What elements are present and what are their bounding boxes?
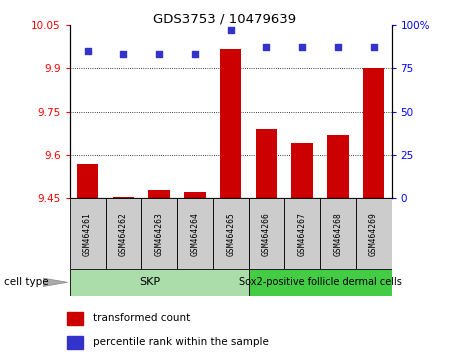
Text: GSM464267: GSM464267 <box>297 212 306 256</box>
Bar <box>320 198 356 269</box>
Bar <box>327 135 349 198</box>
Bar <box>68 312 83 325</box>
Bar <box>77 164 99 198</box>
Bar <box>284 198 320 269</box>
Point <box>263 45 270 50</box>
Text: GDS3753 / 10479639: GDS3753 / 10479639 <box>153 12 297 25</box>
Text: GSM464266: GSM464266 <box>262 212 271 256</box>
Bar <box>356 198 392 269</box>
Text: GSM464263: GSM464263 <box>155 212 164 256</box>
Bar <box>70 269 248 296</box>
Point <box>370 45 377 50</box>
Text: Sox2-positive follicle dermal cells: Sox2-positive follicle dermal cells <box>238 277 401 287</box>
Bar <box>141 198 177 269</box>
Text: GSM464268: GSM464268 <box>333 212 342 256</box>
Bar <box>112 197 134 198</box>
Polygon shape <box>43 278 68 287</box>
Bar <box>105 198 141 269</box>
Text: GSM464262: GSM464262 <box>119 212 128 256</box>
Bar <box>177 198 213 269</box>
Point <box>120 51 127 57</box>
Text: cell type: cell type <box>4 277 49 287</box>
Bar <box>256 129 277 198</box>
Point <box>334 45 342 50</box>
Bar <box>248 198 284 269</box>
Bar <box>213 198 248 269</box>
Text: GSM464261: GSM464261 <box>83 212 92 256</box>
Point <box>191 51 198 57</box>
Bar <box>70 198 105 269</box>
Point <box>156 51 163 57</box>
Bar <box>68 336 83 349</box>
Bar <box>248 269 392 296</box>
Point <box>227 27 234 33</box>
Text: transformed count: transformed count <box>93 313 190 323</box>
Text: GSM464265: GSM464265 <box>226 212 235 256</box>
Bar <box>184 193 206 198</box>
Bar <box>220 49 241 198</box>
Bar <box>148 189 170 198</box>
Bar <box>363 68 384 198</box>
Text: GSM464269: GSM464269 <box>369 212 378 256</box>
Text: percentile rank within the sample: percentile rank within the sample <box>93 337 269 347</box>
Text: SKP: SKP <box>140 277 161 287</box>
Text: GSM464264: GSM464264 <box>190 212 199 256</box>
Point <box>298 45 306 50</box>
Point <box>84 48 91 53</box>
Bar <box>292 143 313 198</box>
